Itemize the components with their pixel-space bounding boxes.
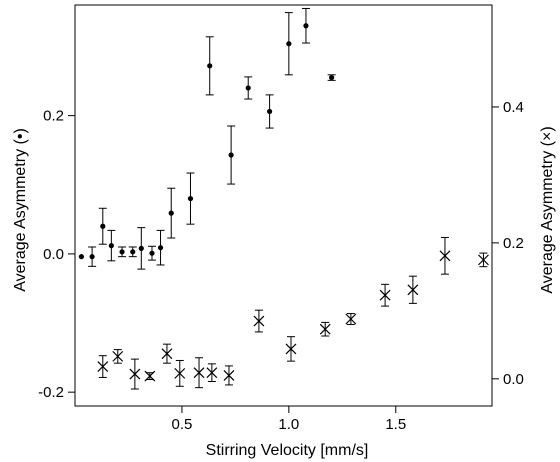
dot-marker	[149, 250, 155, 256]
dot-marker	[245, 85, 251, 91]
dot-marker	[78, 254, 85, 260]
y-right-tick-label: 0.4	[503, 99, 524, 116]
cross-point	[161, 343, 173, 364]
y-axis-left: -0.2 0.0 0.2	[38, 108, 75, 401]
dot-marker	[130, 249, 136, 255]
dot-marker	[267, 108, 273, 115]
y-axis-left-title: Average Asymmetry (•)	[12, 128, 29, 292]
y-axis-right-title: Average Asymmetry (×)	[539, 126, 556, 293]
dot-marker	[108, 243, 114, 249]
cross-marker	[439, 250, 451, 262]
x-axis: 0.5 1.0 1.5	[171, 406, 406, 433]
cross-point	[407, 275, 419, 304]
dot-point	[167, 187, 176, 239]
cross-point	[112, 349, 124, 364]
cross-point	[379, 283, 391, 307]
dot-point	[128, 246, 137, 258]
cross-marker	[285, 343, 297, 355]
cross-point	[97, 355, 109, 378]
dot-marker	[89, 254, 95, 260]
cross-marker	[206, 367, 218, 379]
dot-point	[265, 94, 274, 129]
cross-marker	[379, 289, 391, 301]
cross-marker	[112, 350, 124, 362]
y-left-tick-label: 0.2	[43, 108, 64, 125]
y-right-tick-label: 0.2	[503, 235, 524, 252]
dot-marker	[168, 210, 174, 216]
cross-marker	[129, 368, 141, 380]
cross-point	[174, 359, 186, 387]
cross-marker	[478, 254, 489, 266]
dot-point	[88, 246, 97, 267]
y-left-tick-label: -0.2	[38, 384, 64, 401]
dot-point	[98, 207, 107, 245]
dot-marker	[228, 152, 234, 158]
cross-point	[193, 357, 205, 389]
cross-marker	[161, 348, 173, 360]
dot-marker	[187, 195, 194, 202]
cross-point	[478, 252, 489, 268]
dot-point	[301, 7, 310, 44]
cross-point	[345, 313, 357, 325]
cross-marker	[223, 369, 235, 381]
cross-point	[223, 365, 235, 386]
dot-point	[156, 229, 165, 266]
dot-point	[186, 172, 195, 225]
dot-marker	[286, 41, 292, 47]
x-tick-label: 1.0	[278, 416, 299, 433]
cross-marker	[174, 367, 186, 379]
dot-point	[244, 76, 253, 100]
x-tick-label: 0.5	[171, 416, 192, 433]
dot-marker	[100, 223, 106, 229]
dot-point	[78, 254, 85, 260]
cross-point	[253, 309, 265, 333]
cross-point	[439, 236, 451, 275]
cross-marker	[407, 284, 419, 296]
dot-point	[205, 36, 214, 96]
cross-point	[144, 370, 156, 382]
cross-marker	[319, 323, 331, 335]
cross-point	[319, 321, 331, 337]
dot-point	[147, 245, 156, 261]
dot-marker	[329, 74, 335, 81]
cross-marker	[97, 361, 109, 373]
cross-point	[129, 358, 141, 390]
dot-marker	[157, 245, 164, 251]
dot-point	[327, 74, 336, 81]
dot-point	[227, 125, 236, 185]
dot-marker	[207, 63, 213, 69]
plot-border	[74, 4, 493, 407]
y-left-tick-label: 0.0	[43, 246, 64, 263]
dot-point	[118, 246, 127, 258]
y-axis-right: 0.0 0.2 0.4	[492, 99, 524, 388]
cross-marker	[345, 313, 357, 325]
x-tick-label: 1.5	[385, 416, 406, 433]
x-axis-title: Stirring Velocity [mm/s]	[206, 442, 369, 459]
y-right-tick-label: 0.0	[503, 371, 524, 388]
cross-marker	[253, 315, 265, 327]
cross-point	[206, 363, 218, 383]
dot-point	[137, 227, 146, 270]
dot-marker	[119, 249, 125, 255]
data-marks	[78, 7, 489, 390]
dot-point	[107, 229, 116, 262]
dot-point	[284, 12, 293, 76]
plot-frame	[74, 4, 493, 407]
cross-marker	[144, 370, 156, 382]
dot-marker	[303, 23, 309, 29]
dot-marker	[138, 245, 144, 251]
cross-marker	[193, 367, 205, 379]
cross-point	[285, 336, 297, 362]
